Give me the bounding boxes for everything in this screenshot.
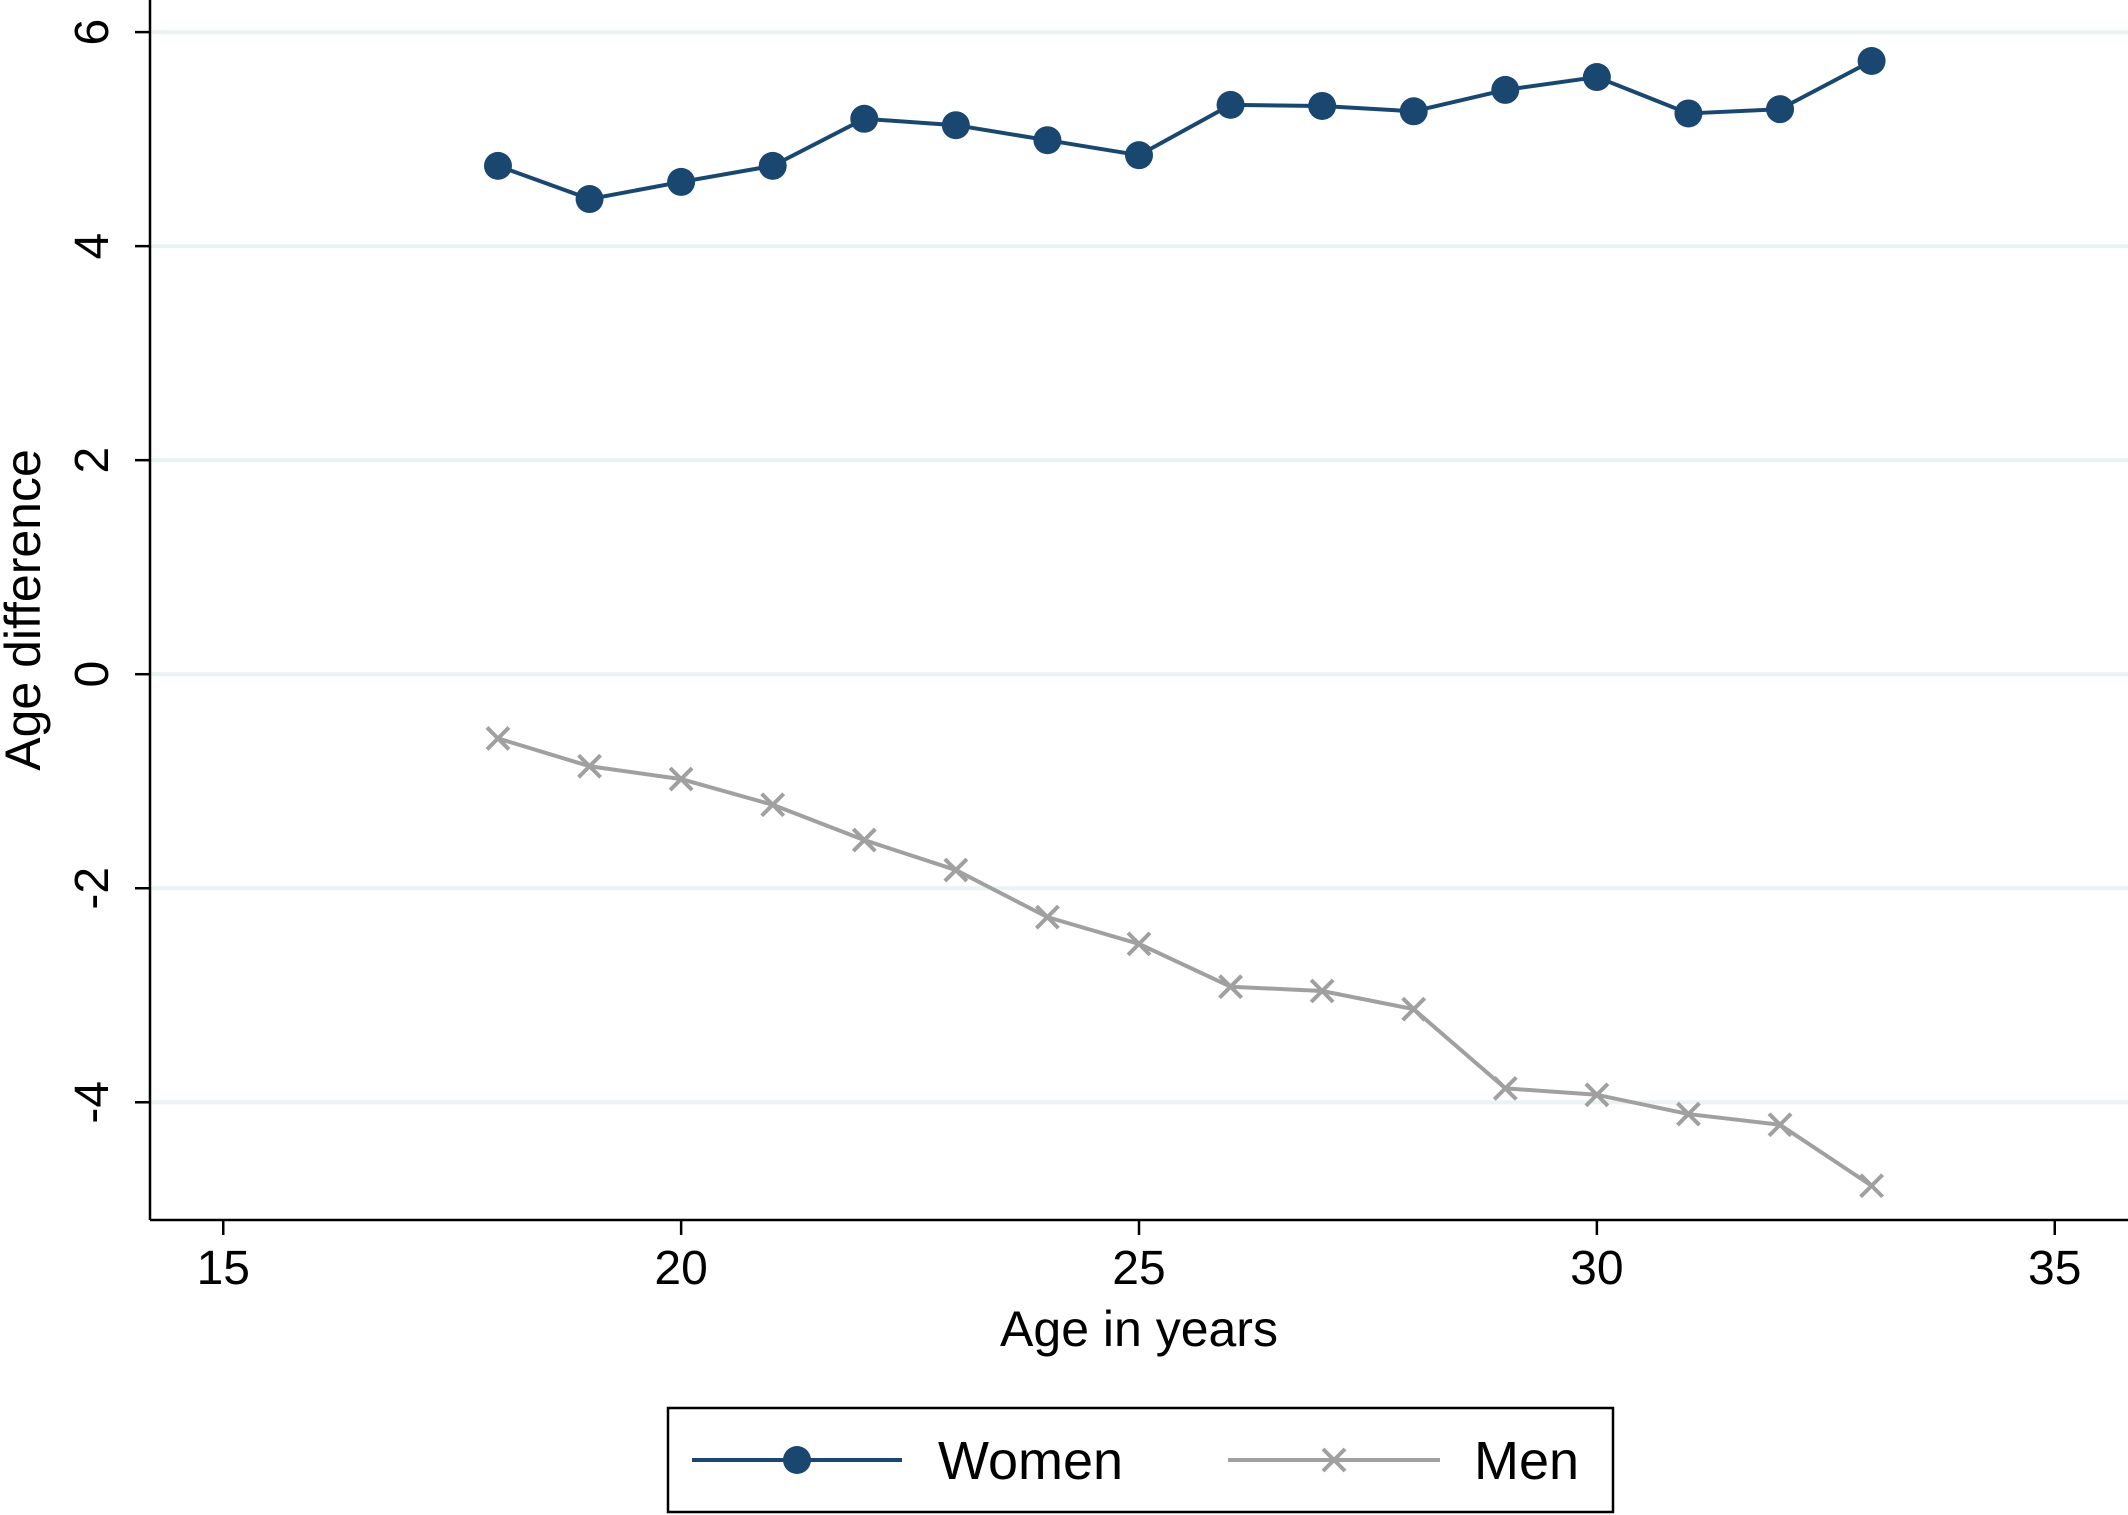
y-tick-label: -2: [66, 867, 119, 910]
women-line: [498, 61, 1872, 199]
legend-label-women: Women: [938, 1431, 1123, 1491]
women-point: [850, 105, 878, 133]
x-tick-label: 30: [1570, 1242, 1623, 1295]
x-tick-label: 15: [197, 1242, 250, 1295]
series-men: [487, 727, 1883, 1196]
y-tick-label: 6: [66, 19, 119, 46]
y-tick-label: -4: [66, 1081, 119, 1124]
legend-marker-women: [783, 1446, 811, 1474]
y-tick-label: 2: [66, 447, 119, 474]
men-point: [945, 859, 967, 881]
women-point: [1858, 47, 1886, 75]
men-point: [762, 794, 784, 816]
men-point: [1036, 906, 1058, 928]
women-point: [1217, 91, 1245, 119]
women-point: [759, 152, 787, 180]
y-axis-title: Age difference: [0, 449, 51, 771]
men-point: [487, 727, 509, 749]
women-point: [942, 111, 970, 139]
women-point: [1033, 126, 1061, 154]
legend: Women Men: [668, 1408, 1613, 1512]
women-point: [1125, 141, 1153, 169]
series-women: [484, 47, 1886, 213]
y-tick-label: 4: [66, 233, 119, 260]
x-tick-label: 35: [2028, 1242, 2081, 1295]
men-point: [1861, 1175, 1883, 1197]
women-point: [484, 152, 512, 180]
y-tick-label: 0: [66, 661, 119, 688]
men-line: [498, 738, 1872, 1185]
x-tick-label: 20: [654, 1242, 707, 1295]
x-axis-title: Age in years: [1000, 1301, 1278, 1357]
women-point: [1583, 63, 1611, 91]
women-point: [1400, 97, 1428, 125]
women-point: [576, 185, 604, 213]
line-chart: -4 -2 0 2 4 6 15 20 25 30 35 Age in years Age diff…: [0, 0, 2128, 1515]
women-point: [1674, 99, 1702, 127]
women-point: [1308, 92, 1336, 120]
women-point: [1491, 76, 1519, 104]
women-point: [1766, 95, 1794, 123]
men-point: [1128, 933, 1150, 955]
data-series: [484, 47, 1886, 1197]
men-point: [853, 829, 875, 851]
women-point: [667, 168, 695, 196]
x-tick-label: 25: [1112, 1242, 1165, 1295]
legend-label-men: Men: [1474, 1431, 1579, 1491]
